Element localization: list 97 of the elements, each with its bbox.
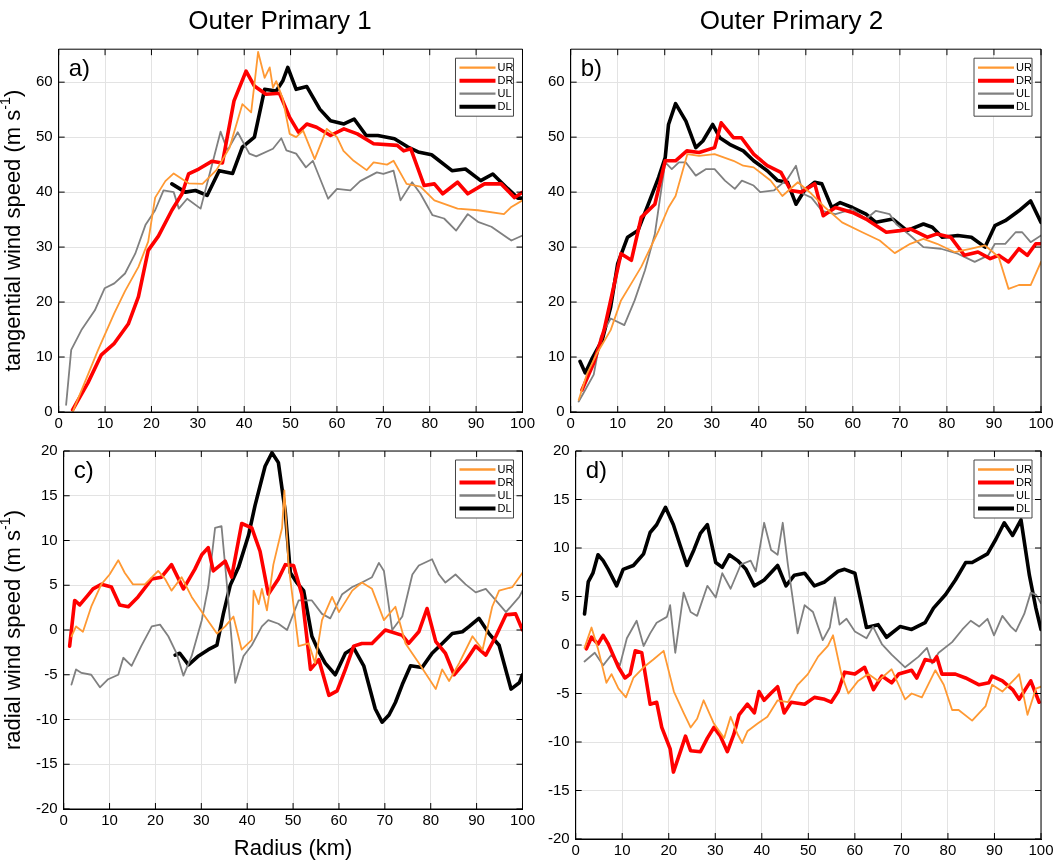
annotation: a) — [68, 53, 91, 81]
y-tick-label: 20 — [552, 441, 570, 459]
y-tick-label: 20 — [36, 292, 53, 310]
legend-label: UR — [1016, 60, 1032, 73]
y-tick-label: 50 — [548, 127, 565, 145]
y-tick-label: -5 — [556, 683, 570, 701]
x-tick-label: 80 — [421, 414, 439, 432]
x-tick-label: 30 — [703, 414, 721, 432]
y-tick-label: 40 — [36, 182, 53, 200]
legend-label: DL — [1016, 99, 1031, 112]
x-axis-title: Radius (km) — [233, 835, 353, 861]
legend-label: UR — [1016, 462, 1032, 475]
y-tick-label: 10 — [552, 538, 570, 556]
x-tick-label: 10 — [609, 414, 627, 432]
y-tick-label: -15 — [547, 780, 570, 798]
y-axis-title: radial wind speed (m s-1) — [0, 509, 26, 751]
y-tick-label: 10 — [36, 347, 53, 365]
legend-label: DR — [1016, 475, 1032, 488]
y-tick-label: 30 — [36, 237, 53, 255]
x-tick-label: 100 — [1028, 414, 1054, 432]
x-tick-label: 100 — [509, 414, 535, 432]
x-tick-label: 50 — [284, 811, 302, 829]
legend-label: DL — [497, 99, 512, 112]
y-tick-label: 15 — [40, 485, 58, 503]
y-axis-title: tangential wind speed (m s-1) — [0, 89, 26, 372]
y-tick-label: 60 — [548, 72, 565, 90]
x-tick-label: 60 — [844, 414, 862, 432]
legend-label: UL — [497, 86, 512, 99]
y-tick-label: 50 — [36, 127, 53, 145]
y-tick-label: -20 — [35, 799, 58, 817]
y-tick-label: 5 — [561, 586, 570, 604]
x-tick-label: 30 — [706, 841, 724, 859]
x-tick-label: 100 — [1028, 841, 1054, 859]
x-tick-label: 70 — [375, 414, 392, 432]
y-tick-label: 0 — [556, 402, 565, 420]
y-tick-label: 15 — [552, 489, 570, 507]
annotation: d) — [585, 455, 608, 483]
y-tick-label: -15 — [35, 754, 58, 772]
x-tick-label: 60 — [846, 841, 864, 859]
y-tick-label: 20 — [40, 441, 58, 459]
x-tick-label: 40 — [753, 841, 771, 859]
x-tick-label: 10 — [613, 841, 631, 859]
y-tick-label: 30 — [548, 237, 565, 255]
x-tick-label: 50 — [800, 841, 817, 859]
legend-label: DR — [1016, 73, 1032, 86]
x-tick-label: 90 — [468, 811, 485, 829]
x-tick-label: 70 — [376, 811, 394, 829]
x-tick-label: 90 — [467, 414, 485, 432]
legend-label: UL — [497, 488, 512, 501]
y-tick-label: 10 — [40, 530, 58, 548]
y-tick-label: -10 — [35, 709, 58, 727]
x-tick-label: 70 — [893, 841, 910, 859]
y-tick-label: 20 — [548, 292, 565, 310]
chart-title: Outer Primary 2 — [699, 4, 884, 35]
legend-label: UL — [1016, 488, 1031, 501]
y-tick-label: 0 — [44, 402, 53, 420]
x-tick-label: 70 — [891, 414, 909, 432]
x-tick-label: 40 — [750, 414, 768, 432]
x-tick-label: 40 — [235, 414, 253, 432]
x-tick-label: 90 — [986, 841, 1003, 859]
legend-label: DR — [497, 475, 514, 488]
legend-label: UR — [497, 462, 514, 475]
x-tick-label: 20 — [147, 811, 164, 829]
y-tick-label: 60 — [36, 72, 53, 90]
x-tick-label: 20 — [656, 414, 674, 432]
legend-label: DL — [1016, 501, 1031, 514]
x-tick-label: 30 — [192, 811, 210, 829]
x-tick-label: 60 — [330, 811, 348, 829]
chart-title: Outer Primary 1 — [188, 4, 372, 35]
x-tick-label: 80 — [422, 811, 440, 829]
x-tick-label: 10 — [101, 811, 118, 829]
legend-label: DR — [497, 73, 514, 86]
y-tick-label: -10 — [547, 732, 570, 750]
x-tick-label: 30 — [189, 414, 207, 432]
y-tick-label: 10 — [548, 347, 565, 365]
annotation: b) — [580, 53, 603, 81]
x-tick-label: 50 — [282, 414, 299, 432]
x-tick-label: 40 — [238, 811, 256, 829]
legend-label: UL — [1016, 86, 1031, 99]
legend-label: DL — [497, 501, 512, 514]
x-tick-label: 50 — [797, 414, 815, 432]
y-tick-label: -20 — [547, 829, 570, 847]
x-tick-label: 100 — [509, 811, 535, 829]
y-tick-label: 0 — [561, 635, 570, 653]
y-tick-label: 0 — [49, 620, 58, 638]
x-tick-label: 80 — [938, 414, 956, 432]
annotation: c) — [73, 455, 94, 483]
y-tick-label: 40 — [548, 182, 565, 200]
x-tick-label: 80 — [939, 841, 957, 859]
x-tick-label: 20 — [660, 841, 678, 859]
y-tick-label: -5 — [44, 664, 58, 682]
x-tick-label: 90 — [985, 414, 1003, 432]
x-tick-label: 20 — [143, 414, 160, 432]
y-tick-label: 5 — [49, 575, 58, 593]
x-tick-label: 60 — [328, 414, 346, 432]
legend-label: UR — [497, 60, 514, 73]
x-tick-label: 10 — [96, 414, 114, 432]
